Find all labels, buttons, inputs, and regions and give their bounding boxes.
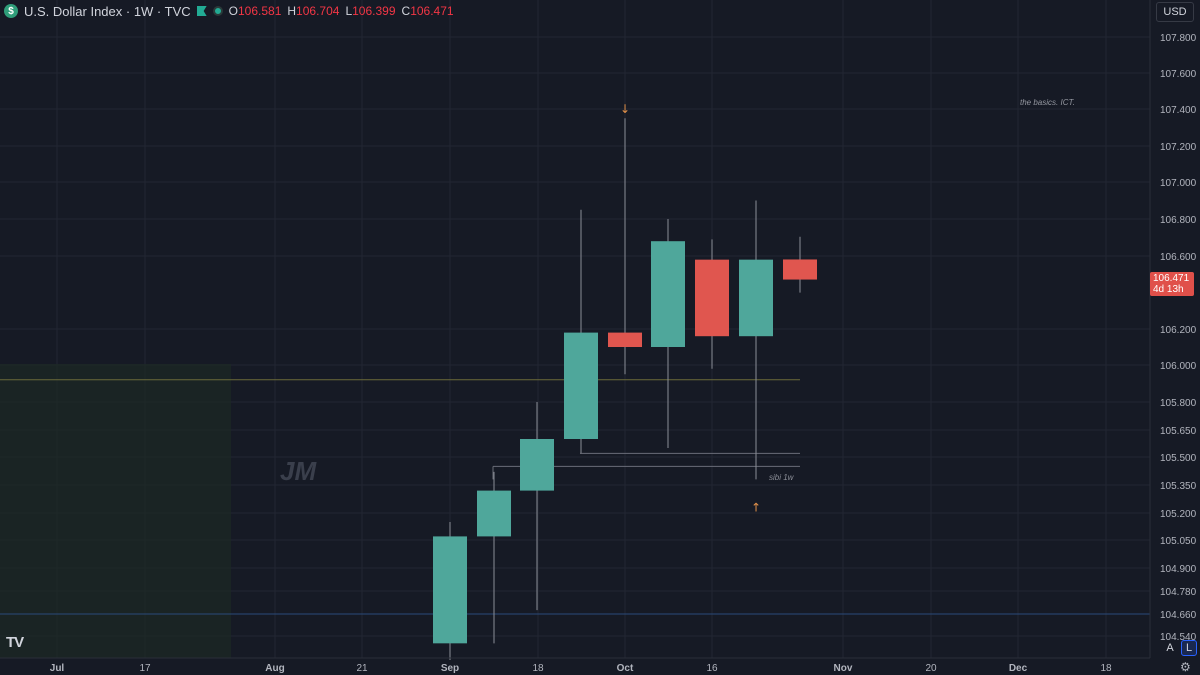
y-tick-label: 107.000 <box>1160 178 1197 189</box>
candle-body <box>695 259 729 337</box>
y-tick-label: 106.800 <box>1160 215 1197 226</box>
chart-legend[interactable]: $ U.S. Dollar Index · 1W · TVC O106.581 … <box>4 2 454 20</box>
x-tick-label: 20 <box>925 663 937 674</box>
x-axis: Jul 17 Aug 21 Sep 18 Oct 16 Nov 20 Dec 18 <box>0 657 1150 674</box>
candle[interactable] <box>695 239 729 369</box>
y-tick-label: 107.400 <box>1160 105 1197 116</box>
y-tick-label: 105.350 <box>1160 481 1197 492</box>
candle-body <box>739 259 773 337</box>
candle-body <box>783 259 817 280</box>
candle-body <box>477 490 511 537</box>
ohlc-value: 106.581 <box>237 4 282 18</box>
auto-scale-button[interactable]: A <box>1166 642 1174 654</box>
log-scale-button[interactable]: L <box>1181 640 1197 656</box>
candle-body <box>520 439 554 491</box>
y-tick-label: 104.540 <box>1160 632 1197 643</box>
ohlc-values: O106.581 H106.704 L106.399 C106.471 <box>229 4 454 18</box>
tradingview-logo-icon[interactable]: TV <box>6 634 24 651</box>
highlight-zone <box>0 364 231 658</box>
y-tick-label: 107.200 <box>1160 142 1197 153</box>
y-tick-label: 106.200 <box>1160 325 1197 336</box>
x-tick-label: Oct <box>617 663 634 674</box>
markers: ↓↑ <box>620 102 761 514</box>
level-label: sibi 1w <box>769 473 795 482</box>
x-tick-label: Aug <box>265 663 284 674</box>
x-tick-label: Sep <box>441 663 459 674</box>
candle-body <box>651 241 685 347</box>
x-tick-label: 16 <box>706 663 718 674</box>
x-tick-label: 18 <box>1100 663 1112 674</box>
candles <box>433 118 817 660</box>
candle[interactable] <box>433 522 467 660</box>
ohlc-key: C <box>401 4 411 18</box>
y-tick-label: 104.900 <box>1160 564 1197 575</box>
symbol-title[interactable]: U.S. Dollar Index · 1W · TVC <box>24 3 191 19</box>
last-price-tag: 106.471 4d 13h <box>1150 272 1194 296</box>
market-status-icon <box>212 6 223 16</box>
candle[interactable] <box>477 471 511 644</box>
y-tick-label: 105.800 <box>1160 398 1197 409</box>
flag-icon[interactable] <box>196 6 207 16</box>
bar-countdown: 4d 13h <box>1153 284 1184 295</box>
dollar-icon: $ <box>4 4 18 18</box>
y-tick-label: 106.600 <box>1160 252 1197 263</box>
x-tick-label: Jul <box>50 663 65 674</box>
y-tick-label: 107.600 <box>1160 69 1197 80</box>
ohlc-value: 106.471 <box>410 4 454 18</box>
y-tick-label: 105.650 <box>1160 426 1197 437</box>
y-tick-label: 107.800 <box>1160 33 1197 44</box>
settings-gear-icon[interactable]: ⚙ <box>1180 660 1191 674</box>
candle[interactable] <box>783 236 817 293</box>
ohlc-value: 106.704 <box>296 4 340 18</box>
candle[interactable] <box>564 209 598 454</box>
candle-body <box>564 332 598 439</box>
x-tick-label: Dec <box>1009 663 1028 674</box>
ohlc-key: L <box>345 4 353 18</box>
y-tick-label: 105.050 <box>1160 536 1197 547</box>
y-tick-label: 104.660 <box>1160 610 1197 621</box>
x-tick-label: 17 <box>139 663 151 674</box>
ohlc-value: 106.399 <box>352 4 396 18</box>
y-tick-label: 105.500 <box>1160 453 1197 464</box>
y-axis: 107.800 107.600 107.400 107.200 107.000 106.8… <box>1149 0 1197 658</box>
y-tick-label: 105.200 <box>1160 509 1197 520</box>
last-price: 106.471 <box>1153 273 1190 284</box>
candle[interactable] <box>739 200 773 480</box>
y-tick-label: 104.780 <box>1160 587 1197 598</box>
x-tick-label: Nov <box>834 663 853 674</box>
ohlc-key: O <box>228 4 238 18</box>
candle[interactable] <box>608 118 642 375</box>
x-tick-label: 21 <box>356 663 368 674</box>
ohlc-key: H <box>287 4 297 18</box>
candle-body <box>433 536 467 644</box>
x-tick-label: 18 <box>532 663 544 674</box>
top-right-note: the basics. ICT. <box>1020 98 1075 107</box>
candle[interactable] <box>651 219 685 448</box>
currency-selector[interactable]: USD <box>1156 2 1194 22</box>
arrow-up-icon: ↑ <box>751 500 761 514</box>
arrow-down-icon: ↓ <box>620 102 630 116</box>
y-tick-label: 106.000 <box>1160 361 1197 372</box>
watermark: JM <box>280 456 317 486</box>
candle[interactable] <box>520 402 554 611</box>
candle-body <box>608 332 642 347</box>
